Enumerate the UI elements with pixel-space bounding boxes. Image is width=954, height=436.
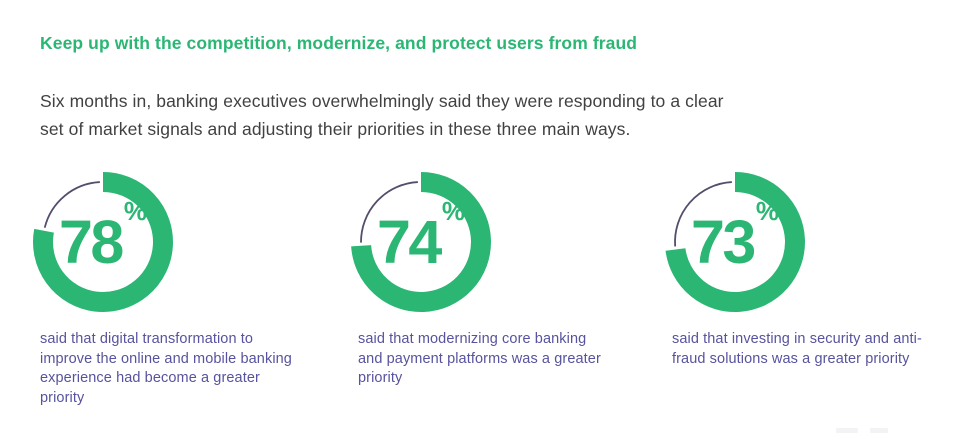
donut-value: 78 % <box>32 171 174 313</box>
donut-chart-digital-transformation: 78 % <box>32 171 174 313</box>
donut-ring <box>33 172 173 312</box>
intro-paragraph: Six months in, banking executives overwh… <box>40 87 954 143</box>
stat-caption: said that investing in security and anti… <box>672 331 922 367</box>
donut-value: 74 % <box>350 171 492 313</box>
footer-faint-marks <box>0 428 954 436</box>
donut-value: 73 % <box>664 171 806 313</box>
stats-row: 78 % said that digital transformation to… <box>33 171 954 408</box>
percent-value: 74 <box>377 207 442 276</box>
percent-sign: % <box>755 196 779 226</box>
percent-value: 78 <box>59 207 124 276</box>
stat-security-antifraud: 73 % said that investing in security and… <box>665 171 932 369</box>
donut-chart-security-antifraud: 73 % <box>664 171 806 313</box>
percent-value: 73 <box>691 207 756 276</box>
donut-ring <box>351 172 491 312</box>
donut-remainder-arc <box>360 181 418 243</box>
faint-footer-mark <box>870 428 888 433</box>
donut-chart-core-modernization: 74 % <box>350 171 492 313</box>
intro-line-2: set of market signals and adjusting thei… <box>40 119 631 139</box>
donut-value-arc <box>33 172 173 312</box>
donut-value-arc <box>665 172 805 312</box>
faint-footer-mark <box>836 428 858 433</box>
percent-sign: % <box>123 196 147 226</box>
stat-digital-transformation: 78 % said that digital transformation to… <box>33 171 358 408</box>
stat-caption: said that modernizing core banking and p… <box>358 331 601 386</box>
stat-caption: said that digital transformation to impr… <box>40 331 292 406</box>
page-title: Keep up with the competition, modernize,… <box>40 33 638 53</box>
donut-ring <box>665 172 805 312</box>
intro-line-1: Six months in, banking executives overwh… <box>40 91 724 111</box>
donut-remainder-arc <box>674 181 732 247</box>
donut-remainder-arc <box>43 181 100 228</box>
percent-sign: % <box>441 196 465 226</box>
stat-core-modernization: 74 % said that modernizing core banking … <box>351 171 672 389</box>
donut-value-arc <box>351 172 491 312</box>
